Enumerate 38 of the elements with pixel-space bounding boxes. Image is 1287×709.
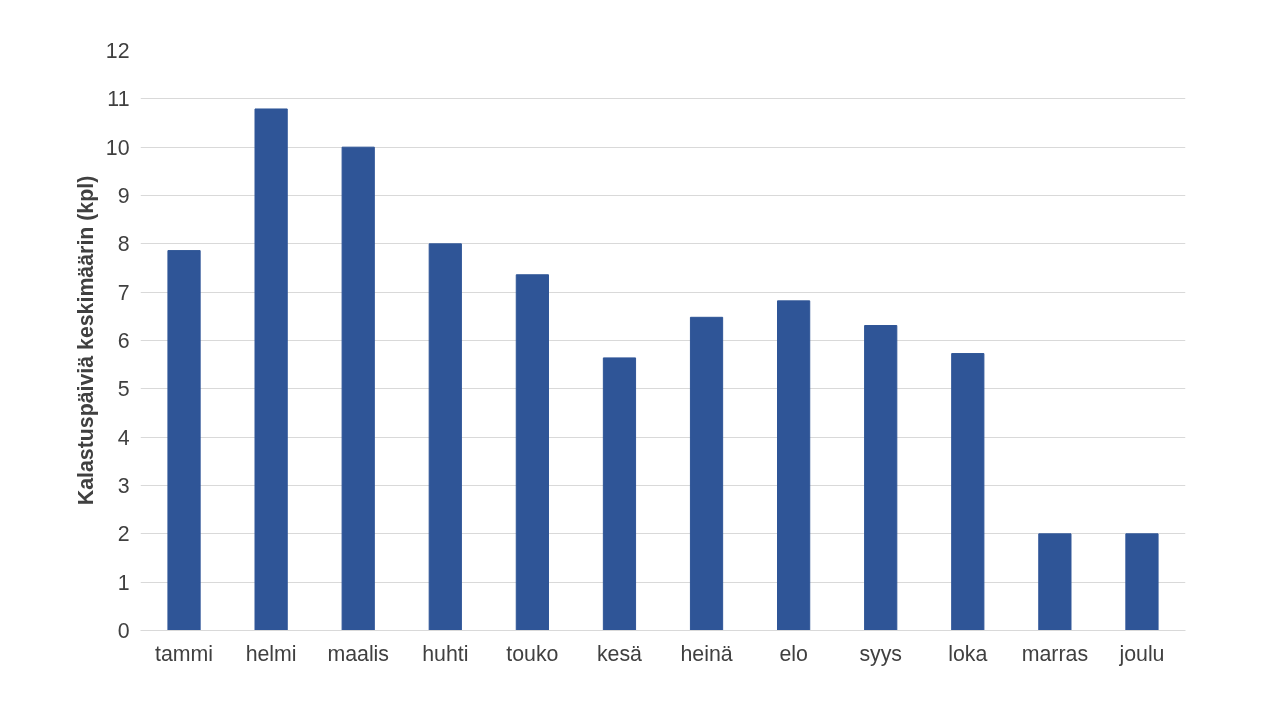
x-tick-label: maalis (327, 641, 390, 666)
y-tick-label: 8 (117, 232, 130, 257)
y-tick-label: 10 (105, 135, 130, 160)
x-tick-label: helmi (245, 641, 297, 666)
x-tick-label: heinä (680, 641, 733, 666)
bar (254, 108, 288, 631)
y-tick-label: 0 (117, 619, 130, 643)
bar (602, 357, 637, 631)
bar (777, 300, 811, 631)
bar (1125, 533, 1159, 631)
bar (1038, 533, 1072, 631)
y-tick-label: 5 (117, 377, 130, 402)
y-tick-label: 4 (117, 425, 130, 450)
y-tick-label: 6 (117, 329, 130, 353)
bar (515, 274, 549, 631)
x-tick-label: marras (1021, 641, 1089, 666)
bar (864, 325, 898, 631)
y-tick-label: 9 (117, 184, 130, 208)
x-tick-label: loka (948, 641, 988, 666)
bar (951, 353, 985, 631)
bar (341, 146, 375, 631)
y-tick-label: 7 (117, 280, 130, 305)
x-tick-label: huhti (422, 641, 469, 666)
y-axis-title: Kalastuspäiviä keskimäärin (kpl) (73, 175, 98, 506)
y-tick-label: 2 (117, 522, 130, 547)
y-tick-label: 3 (117, 474, 130, 498)
bar (167, 250, 201, 631)
x-tick-label: tammi (155, 641, 214, 666)
x-tick-label: elo (779, 641, 808, 666)
y-tick-label: 1 (117, 570, 130, 595)
y-tick-label: 11 (107, 87, 130, 112)
bar (428, 243, 462, 631)
x-tick-label: syys (859, 641, 903, 666)
x-tick-label: kesä (596, 641, 643, 666)
x-tick-label: touko (506, 641, 559, 666)
y-tick-label: 12 (105, 39, 130, 63)
x-tick-label: joulu (1118, 641, 1165, 666)
bar (689, 316, 724, 631)
